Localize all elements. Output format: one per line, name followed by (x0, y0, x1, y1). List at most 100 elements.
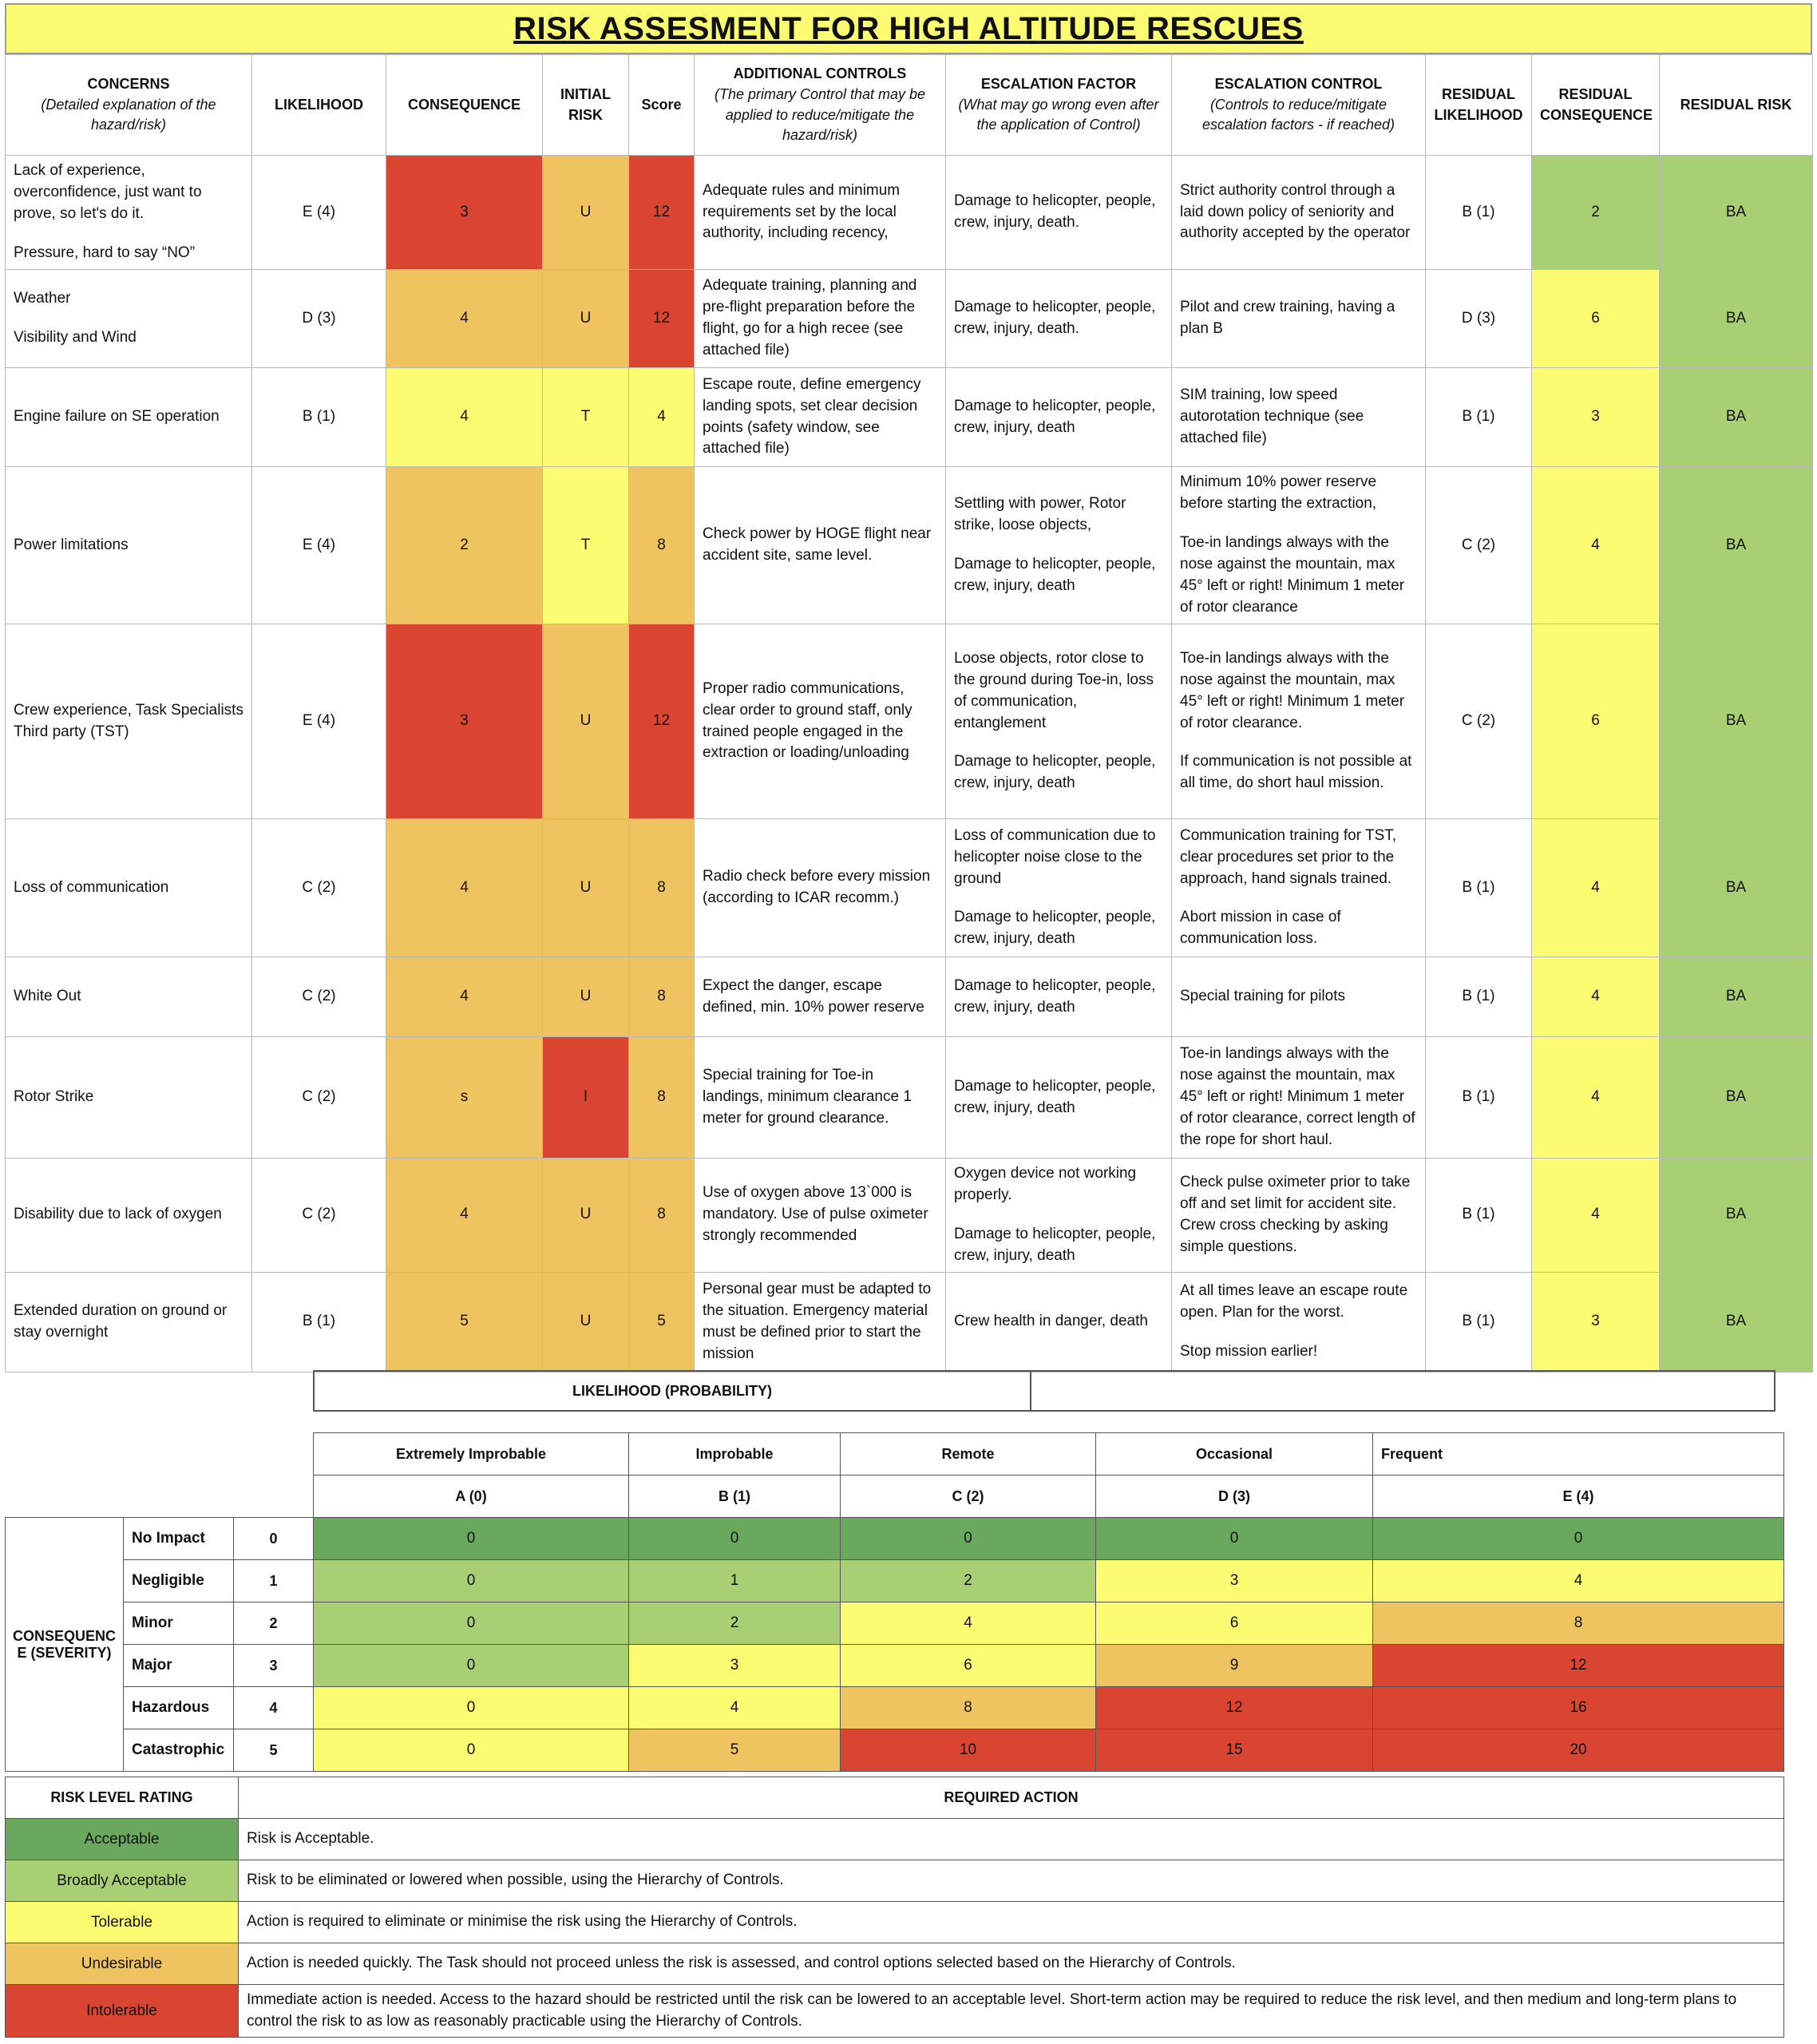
legend-row: Intolerable Immediate action is needed. A… (5, 1984, 1784, 2038)
matrix-column-name: Occasional (1095, 1432, 1374, 1476)
cell-paragraph: Damage to helicopter, people, crew, inju… (954, 976, 1156, 1016)
initial-risk-cell: U (542, 1158, 629, 1273)
matrix-cell: 0 (313, 1602, 630, 1645)
score-cell: 8 (628, 1036, 695, 1159)
severity-level: 5 (232, 1729, 315, 1772)
additional-controls-cell: Escape route, define emergency landing s… (694, 367, 946, 467)
concern-cell: Lack of experience, overconfidence, just… (5, 155, 252, 270)
additional-controls-cell: Personal gear must be adapted to the sit… (694, 1271, 946, 1373)
risk-matrix: Extremely Improbable Improbable Remote Occa… (5, 1432, 1785, 1772)
cell-paragraph: Toe-in landings always with the nose aga… (1180, 1045, 1415, 1148)
legend-row: Tolerable Action is required to eliminate… (5, 1901, 1784, 1943)
legend-action: Action is needed quickly. The Task shoul… (238, 1943, 1784, 1985)
risk-row: Extended duration on ground or stay over… (5, 1271, 1813, 1373)
additional-controls-cell: Adequate rules and minimum requirements … (694, 155, 946, 270)
header-residual-likelihood: RESIDUAL LIKELIHOOD (1425, 54, 1532, 156)
matrix-row: Major 3 0 3 6 9 12 (6, 1644, 1785, 1687)
cell-paragraph: Rotor Strike (14, 1088, 94, 1106)
legend-rating: Acceptable (5, 1818, 239, 1860)
matrix-cell: 0 (1372, 1517, 1785, 1560)
likelihood-title-box: LIKELIHOOD (PROBABILITY) (313, 1370, 1775, 1412)
severity-label: CONSEQUENC E (SEVERITY) (5, 1517, 124, 1772)
severity-name: Major (123, 1644, 234, 1687)
header-escalation-control: ESCALATION CONTROL (Controls to reduce/mi… (1171, 54, 1426, 156)
cell-paragraph: Damage to helicopter, people, crew, inju… (954, 397, 1156, 436)
concern-cell: Weather Visibility and Wind (5, 269, 252, 368)
residual-consequence-cell: 4 (1531, 466, 1660, 624)
severity-name: Negligible (123, 1559, 234, 1602)
matrix-row: CONSEQUENC E (SEVERITY) No Impact 0 0 0 0 0 0 (5, 1517, 1785, 1772)
cell-paragraph: Proper radio communications, clear order… (703, 679, 912, 762)
cell-paragraph: Expect the danger, escape defined, min. … (703, 976, 924, 1016)
residual-likelihood-cell: B (1) (1425, 1271, 1532, 1373)
cell-paragraph: Loose objects, rotor close to the ground… (954, 649, 1154, 731)
matrix-cell: 8 (840, 1686, 1097, 1729)
score-cell: 12 (628, 624, 695, 819)
escalation-control-cell: Check pulse oximeter prior to take off a… (1171, 1158, 1426, 1273)
additional-controls-cell: Special training for Toe-in landings, mi… (694, 1036, 946, 1159)
legend-rating: Intolerable (5, 1984, 239, 2038)
header-escalation-factor: ESCALATION FACTOR (What may go wrong even… (945, 54, 1172, 156)
severity-name: Minor (123, 1602, 234, 1645)
legend-rating: Broadly Acceptable (5, 1860, 239, 1902)
residual-risk-cell: BA (1659, 1158, 1813, 1273)
escalation-factor-cell: Damage to helicopter, people, crew, inju… (945, 957, 1172, 1037)
consequence-cell: 4 (386, 269, 543, 368)
cell-paragraph: Strict authority control through a laid … (1180, 181, 1411, 242)
cell-paragraph: Oxygen device not working properly. (954, 1165, 1137, 1203)
matrix-cell: 0 (1095, 1517, 1374, 1560)
matrix-cell: 12 (1095, 1686, 1374, 1729)
legend-action: Action is required to eliminate or minim… (238, 1901, 1784, 1943)
severity-level: 1 (232, 1559, 315, 1602)
residual-risk-cell: BA (1659, 269, 1813, 368)
concern-cell: Rotor Strike (5, 1036, 252, 1159)
matrix-cell: 3 (628, 1644, 841, 1687)
residual-risk-cell: BA (1659, 155, 1813, 270)
residual-risk-cell: BA (1659, 624, 1813, 819)
header-likelihood: LIKELIHOOD (251, 54, 386, 156)
residual-consequence-cell: 6 (1531, 624, 1660, 819)
residual-likelihood-cell: B (1) (1425, 957, 1532, 1037)
additional-controls-cell: Radio check before every mission (accord… (694, 818, 946, 957)
severity-name: Hazardous (123, 1686, 234, 1729)
initial-risk-cell: T (542, 466, 629, 624)
cell-paragraph: Damage to helicopter, people, crew, inju… (954, 299, 1156, 337)
legend-rating-header: RISK LEVEL RATING (5, 1777, 239, 1819)
cell-paragraph: Abort mission in case of communication l… (1180, 909, 1341, 948)
residual-risk-cell: BA (1659, 1036, 1813, 1159)
matrix-column-name: Extremely Improbable (313, 1432, 630, 1476)
likelihood-cell: E (4) (251, 466, 386, 624)
likelihood-title: LIKELIHOOD (PROBABILITY) (315, 1372, 1031, 1410)
likelihood-cell: C (2) (251, 957, 386, 1037)
initial-risk-cell: U (542, 155, 629, 270)
additional-controls-cell: Expect the danger, escape defined, min. … (694, 957, 946, 1037)
score-cell: 8 (628, 1158, 695, 1273)
consequence-cell: 3 (386, 155, 543, 270)
escalation-factor-cell: Loss of communication due to helicopter … (945, 818, 1172, 957)
residual-consequence-cell: 4 (1531, 818, 1660, 957)
escalation-control-cell: SIM training, low speed autorotation tec… (1171, 367, 1426, 467)
cell-paragraph: Disability due to lack of oxygen (14, 1206, 222, 1223)
matrix-cell: 0 (313, 1729, 630, 1772)
legend-action-header: REQUIRED ACTION (238, 1777, 1784, 1819)
escalation-factor-cell: Damage to helicopter, people, crew, inju… (945, 367, 1172, 467)
cell-paragraph: At all times leave an escape route open.… (1180, 1282, 1408, 1321)
residual-likelihood-cell: B (1) (1425, 818, 1532, 957)
escalation-factor-cell: Settling with power, Rotor strike, loose… (945, 466, 1172, 624)
cell-paragraph: Check power by HOGE flight near accident… (703, 525, 932, 564)
cell-paragraph: Pilot and crew training, having a plan B (1180, 299, 1395, 337)
residual-risk-cell: BA (1659, 1271, 1813, 1373)
matrix-corner (6, 1433, 314, 1476)
residual-likelihood-cell: C (2) (1425, 624, 1532, 819)
legend-action: Immediate action is needed. Access to th… (238, 1984, 1784, 2038)
legend-rating: Tolerable (5, 1901, 239, 1943)
matrix-row: Minor 2 0 2 4 6 8 (6, 1602, 1785, 1645)
score-cell: 12 (628, 269, 695, 368)
additional-controls-cell: Check power by HOGE flight near accident… (694, 466, 946, 624)
matrix-cell: 2 (628, 1602, 841, 1645)
consequence-cell: 4 (386, 957, 543, 1037)
risk-row: Power limitations E (4) 2 T 8 Check power by … (5, 466, 1813, 624)
matrix-cell: 4 (1372, 1559, 1785, 1602)
matrix-cell: 8 (1372, 1602, 1785, 1645)
cell-paragraph: Radio check before every mission (accord… (703, 868, 931, 906)
